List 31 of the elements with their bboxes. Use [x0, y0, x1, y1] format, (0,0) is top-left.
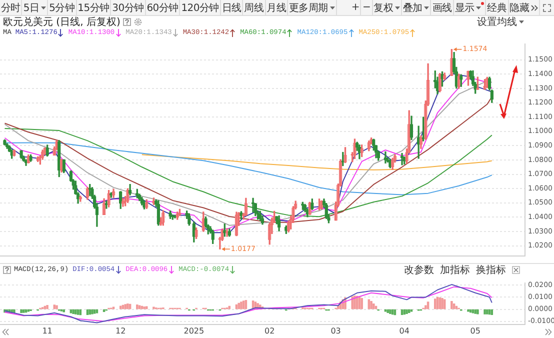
text: 画线 [432, 0, 452, 14]
text: 日线 [222, 1, 242, 15]
text: 加指标 [440, 264, 470, 277]
x-tick-label: 12 [116, 326, 126, 336]
chart-title: 欧元兑美元 (日线, 后复权) [3, 16, 120, 29]
text: 分时 [1, 1, 20, 15]
text: 换指标 [476, 264, 506, 277]
text: + [351, 2, 360, 13]
text: 周线 [244, 1, 264, 15]
text: 显示 [454, 2, 474, 14]
text: 经典 [487, 0, 507, 14]
text: 60分钟 [146, 1, 178, 15]
x-tick-label: 03 [330, 326, 341, 336]
x-tick-label: 02 [264, 326, 275, 336]
text: 更多周期 [289, 2, 328, 15]
text: 设置均线 [477, 16, 517, 29]
text: 5日 [23, 2, 40, 15]
text: − [362, 2, 371, 13]
text: 15分钟 [78, 1, 110, 15]
text: 5分钟 [49, 1, 75, 15]
text: 30分钟 [112, 1, 144, 15]
text: 改参数 [404, 264, 434, 277]
text: 月线 [266, 1, 286, 15]
text: 复权 [374, 2, 393, 14]
x-tick-label: 11 [42, 326, 52, 336]
x-tick-label: 2025 [184, 326, 204, 336]
x-tick-label: 04 [399, 326, 410, 336]
x-tick-label: 05 [470, 326, 480, 336]
text: 叠加 [402, 2, 422, 14]
text: 120分钟 [181, 1, 219, 15]
text: 隐藏 [510, 2, 529, 14]
